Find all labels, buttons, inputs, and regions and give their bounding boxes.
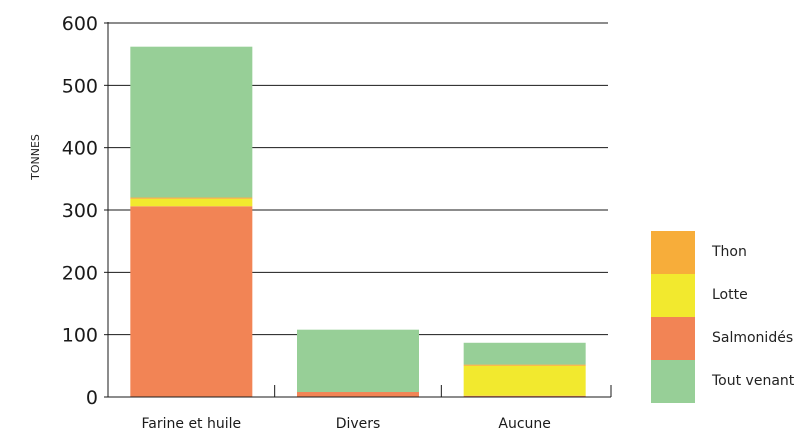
- legend-label-salmonides: Salmonidés: [712, 330, 794, 346]
- legend-item-thon: Thon: [651, 231, 803, 274]
- bar-segment-aucune-tout-venant: [463, 342, 586, 365]
- y-tick-label-100: 100: [62, 325, 98, 347]
- x-tick-label-farine-et-huile: Farine et huile: [142, 416, 242, 432]
- legend-swatch-lotte: [651, 274, 695, 317]
- y-tick-label-300: 300: [62, 200, 98, 222]
- x-tick-label-aucune: Aucune: [498, 416, 551, 432]
- y-tick-label-200: 200: [62, 262, 98, 284]
- bar-segment-aucune-salmonides: [463, 395, 586, 397]
- y-tick-label-0: 0: [86, 387, 98, 409]
- y-tick-label-400: 400: [62, 138, 98, 160]
- legend-item-tout-venant: Tout venant: [651, 360, 803, 403]
- legend-swatch-salmonides: [651, 317, 695, 360]
- bar-segment-farine-et-huile-lotte: [130, 198, 253, 207]
- bar-segment-divers-salmonides: [297, 392, 419, 397]
- y-tick-label-500: 500: [62, 75, 98, 97]
- legend-item-salmonides: Salmonidés: [651, 317, 803, 360]
- bar-segment-farine-et-huile-tout-venant: [130, 46, 253, 198]
- legend-item-lotte: Lotte: [651, 274, 803, 317]
- legend-swatch-thon: [651, 231, 695, 274]
- legend: Thon Lotte Salmonidés Tout venant: [651, 231, 803, 403]
- legend-swatch-tout-venant: [651, 360, 695, 403]
- legend-label-tout-venant: Tout venant: [712, 373, 795, 389]
- bar-segment-farine-et-huile-salmonides: [130, 206, 253, 397]
- legend-label-lotte: Lotte: [712, 287, 748, 303]
- bar-segment-aucune-thon: [463, 364, 586, 366]
- bar-segment-divers-tout-venant: [297, 329, 419, 393]
- bar-segment-farine-et-huile-thon: [130, 197, 253, 199]
- bar-segment-aucune-lotte: [463, 365, 586, 396]
- x-tick-label-divers: Divers: [336, 416, 381, 432]
- y-tick-label-600: 600: [62, 13, 98, 35]
- legend-label-thon: Thon: [712, 244, 747, 260]
